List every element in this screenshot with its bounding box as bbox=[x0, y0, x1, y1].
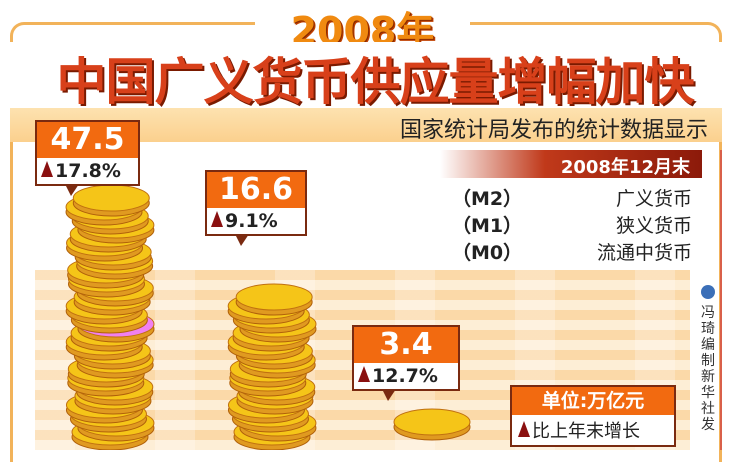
legend-label: 流通中货币 bbox=[596, 242, 692, 264]
coin-stacks bbox=[65, 184, 471, 450]
subtitle: 国家统计局发布的统计数据显示 bbox=[399, 118, 708, 143]
callout-m0: 3.4 12.7% bbox=[352, 325, 460, 401]
title-year: 2008年 bbox=[255, 0, 470, 53]
legend-label: 狭义货币 bbox=[615, 215, 692, 237]
unit-label: 单位:万亿元 bbox=[512, 387, 674, 415]
legend: （M2） 广义货币 （M1） 狭义货币 （M0） 流通中货币 bbox=[452, 184, 692, 265]
coin-stack-m2 bbox=[65, 184, 155, 450]
page-title: 中国广义货币供应量增幅加快 bbox=[0, 42, 750, 114]
legend-code: （M1） bbox=[452, 215, 523, 237]
legend-item-m1: （M1） 狭义货币 bbox=[452, 211, 692, 238]
callout-m2: 47.5 17.8% bbox=[35, 120, 140, 196]
coin-stack-m1 bbox=[227, 283, 317, 450]
value-label-m0: 3.4 bbox=[354, 327, 458, 363]
legend-label: 广义货币 bbox=[615, 188, 692, 210]
growth-value: 9.1% bbox=[225, 210, 278, 232]
value-label-m1: 16.6 bbox=[207, 172, 305, 208]
legend-code: （M2） bbox=[452, 188, 523, 210]
side-divider bbox=[720, 150, 722, 450]
xinhua-logo-icon bbox=[701, 285, 715, 299]
callout-m1: 16.6 9.1% bbox=[205, 170, 307, 246]
coin bbox=[235, 283, 313, 316]
date-banner: 2008年12月末 bbox=[440, 150, 702, 178]
up-triangle-icon bbox=[358, 366, 370, 382]
legend-code: （M0） bbox=[452, 242, 523, 264]
credit: 冯琦编制 新华社发 bbox=[697, 285, 719, 433]
coin bbox=[393, 408, 471, 441]
unit-legend: 单位:万亿元 比上年末增长 bbox=[510, 385, 676, 447]
credit-text: 冯琦编制 新华社发 bbox=[701, 305, 715, 433]
growth-value: 17.8% bbox=[55, 160, 121, 182]
coin bbox=[72, 184, 150, 217]
up-triangle-icon bbox=[211, 211, 223, 227]
value-label-m2: 47.5 bbox=[37, 122, 138, 158]
legend-item-m0: （M0） 流通中货币 bbox=[452, 238, 692, 265]
growth-note: 比上年末增长 bbox=[512, 415, 674, 445]
up-triangle-icon bbox=[518, 421, 530, 437]
growth-label-m0: 12.7% bbox=[354, 363, 458, 389]
coin-stack-m0 bbox=[393, 408, 471, 441]
up-triangle-icon bbox=[41, 161, 53, 177]
growth-value: 12.7% bbox=[372, 365, 438, 387]
growth-note-text: 比上年末增长 bbox=[532, 421, 640, 442]
growth-label-m2: 17.8% bbox=[37, 158, 138, 184]
legend-item-m2: （M2） 广义货币 bbox=[452, 184, 692, 211]
growth-label-m1: 9.1% bbox=[207, 208, 305, 234]
